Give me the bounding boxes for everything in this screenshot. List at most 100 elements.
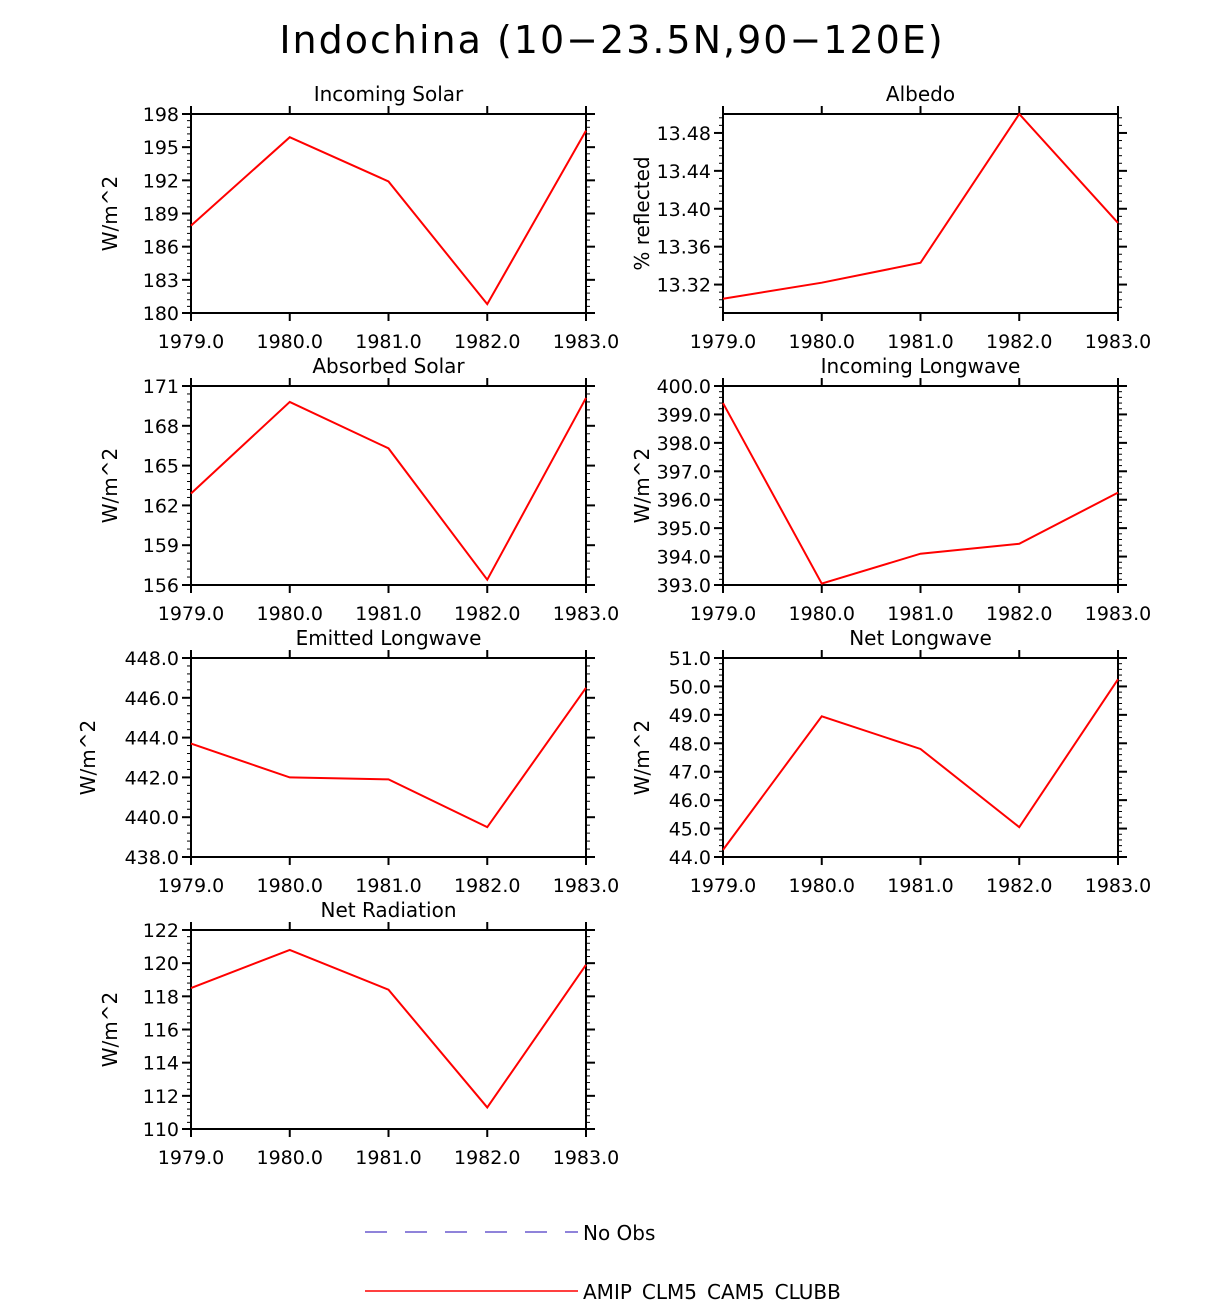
x-tick-label: 1982.0 bbox=[454, 1147, 520, 1169]
x-tick-label: 1981.0 bbox=[355, 875, 421, 897]
series-line bbox=[190, 948, 587, 1110]
x-tick-label: 1979.0 bbox=[690, 331, 756, 353]
plot-frame bbox=[722, 385, 1119, 586]
y-tick-label: 50.0 bbox=[669, 676, 711, 698]
y-axis-label: W/m^2 bbox=[76, 720, 100, 795]
plot-frame bbox=[190, 657, 587, 858]
plot-frame bbox=[722, 113, 1119, 314]
plot-frame bbox=[722, 657, 1119, 858]
panel-title: Net Longwave bbox=[849, 626, 992, 650]
y-tick-label: 171 bbox=[143, 376, 179, 398]
y-tick-label: 195 bbox=[143, 137, 179, 159]
x-tick-label: 1979.0 bbox=[158, 603, 224, 625]
panel-3: 1979.0 1980.0 1981.0 1982.0 1983.0 156 159 162 1… bbox=[98, 354, 619, 625]
plot-frame bbox=[190, 385, 587, 586]
panel-title: Absorbed Solar bbox=[312, 354, 465, 378]
x-tick-label: 1983.0 bbox=[553, 331, 619, 353]
series-line bbox=[190, 130, 587, 306]
panel-6: 1979.0 1980.0 1981.0 1982.0 1983.0 44.0 45.0 46… bbox=[630, 626, 1151, 897]
y-tick-label: 13.32 bbox=[657, 275, 711, 297]
y-tick-label: 399.0 bbox=[657, 404, 711, 426]
x-tick-label: 1982.0 bbox=[454, 603, 520, 625]
panel-4: 1979.0 1980.0 1981.0 1982.0 1983.0 393.0 394.0… bbox=[630, 354, 1151, 625]
y-tick-label: 448.0 bbox=[125, 648, 179, 670]
y-tick-label: 394.0 bbox=[657, 547, 711, 569]
y-tick-label: 168 bbox=[143, 416, 179, 438]
y-tick-label: 397.0 bbox=[657, 461, 711, 483]
y-axis-label: W/m^2 bbox=[98, 448, 122, 523]
x-tick-label: 1980.0 bbox=[257, 875, 323, 897]
x-tick-label: 1979.0 bbox=[158, 1147, 224, 1169]
y-tick-label: 13.44 bbox=[657, 161, 711, 183]
y-tick-label: 442.0 bbox=[125, 767, 179, 789]
x-tick-label: 1979.0 bbox=[158, 331, 224, 353]
y-tick-label: 438.0 bbox=[125, 847, 179, 869]
y-axis-label: W/m^2 bbox=[630, 720, 654, 795]
y-tick-label: 398.0 bbox=[657, 433, 711, 455]
panel-title: Emitted Longwave bbox=[296, 626, 482, 650]
x-tick-label: 1982.0 bbox=[986, 603, 1052, 625]
panel-2: 1979.0 1980.0 1981.0 1982.0 1983.0 13.32 13.36… bbox=[630, 82, 1151, 353]
y-tick-label: 48.0 bbox=[669, 733, 711, 755]
y-tick-label: 156 bbox=[143, 575, 179, 597]
x-tick-label: 1983.0 bbox=[1085, 603, 1151, 625]
x-tick-label: 1983.0 bbox=[1085, 875, 1151, 897]
y-tick-label: 396.0 bbox=[657, 490, 711, 512]
x-tick-label: 1983.0 bbox=[553, 1147, 619, 1169]
y-tick-label: 13.40 bbox=[657, 199, 711, 221]
x-tick-label: 1980.0 bbox=[257, 331, 323, 353]
x-tick-label: 1980.0 bbox=[789, 331, 855, 353]
x-tick-label: 1982.0 bbox=[454, 875, 520, 897]
x-tick-label: 1979.0 bbox=[690, 875, 756, 897]
panel-5: 1979.0 1980.0 1981.0 1982.0 1983.0 438.0 440.0… bbox=[76, 626, 619, 897]
y-tick-label: 198 bbox=[143, 104, 179, 126]
series-line bbox=[190, 397, 587, 582]
x-tick-label: 1979.0 bbox=[158, 875, 224, 897]
y-axis-label: W/m^2 bbox=[98, 176, 122, 251]
y-tick-label: 180 bbox=[143, 303, 179, 325]
y-tick-label: 114 bbox=[143, 1053, 179, 1075]
series-line bbox=[722, 402, 1119, 585]
panel-1: 1979.0 1980.0 1981.0 1982.0 1983.0 180 183 186 1… bbox=[98, 82, 619, 353]
y-tick-label: 45.0 bbox=[669, 819, 711, 841]
x-tick-label: 1982.0 bbox=[454, 331, 520, 353]
x-tick-label: 1981.0 bbox=[887, 331, 953, 353]
y-tick-label: 159 bbox=[143, 535, 179, 557]
y-tick-label: 110 bbox=[143, 1119, 179, 1141]
y-tick-label: 112 bbox=[143, 1086, 179, 1108]
y-axis-label: % reflected bbox=[630, 156, 654, 270]
y-tick-label: 162 bbox=[143, 495, 179, 517]
plot-frame bbox=[190, 929, 587, 1130]
x-tick-label: 1983.0 bbox=[553, 875, 619, 897]
panel-title: Incoming Solar bbox=[314, 82, 464, 106]
y-tick-label: 116 bbox=[143, 1020, 179, 1042]
y-tick-label: 44.0 bbox=[669, 847, 711, 869]
panel-title: Albedo bbox=[886, 82, 955, 106]
panel-title: Incoming Longwave bbox=[821, 354, 1021, 378]
y-tick-label: 51.0 bbox=[669, 648, 711, 670]
y-tick-label: 120 bbox=[143, 953, 179, 975]
y-tick-label: 395.0 bbox=[657, 518, 711, 540]
x-tick-label: 1979.0 bbox=[690, 603, 756, 625]
series-line bbox=[722, 678, 1119, 851]
x-tick-label: 1982.0 bbox=[986, 331, 1052, 353]
x-tick-label: 1980.0 bbox=[257, 603, 323, 625]
y-tick-label: 440.0 bbox=[125, 807, 179, 829]
legend: No Obs AMIP_CLM5_CAM5_CLUBB bbox=[365, 1221, 841, 1301]
plot-frame bbox=[190, 113, 587, 314]
y-tick-label: 400.0 bbox=[657, 376, 711, 398]
panel-title: Net Radiation bbox=[321, 898, 457, 922]
y-tick-label: 393.0 bbox=[657, 575, 711, 597]
series-line bbox=[722, 112, 1119, 300]
legend-label-1: No Obs bbox=[583, 1221, 655, 1245]
x-tick-label: 1982.0 bbox=[986, 875, 1052, 897]
x-tick-label: 1981.0 bbox=[887, 603, 953, 625]
y-tick-label: 186 bbox=[143, 237, 179, 259]
x-tick-label: 1981.0 bbox=[355, 603, 421, 625]
y-tick-label: 13.36 bbox=[657, 237, 711, 259]
x-tick-label: 1983.0 bbox=[553, 603, 619, 625]
y-tick-label: 183 bbox=[143, 270, 179, 292]
y-tick-label: 444.0 bbox=[125, 728, 179, 750]
x-tick-label: 1981.0 bbox=[355, 1147, 421, 1169]
